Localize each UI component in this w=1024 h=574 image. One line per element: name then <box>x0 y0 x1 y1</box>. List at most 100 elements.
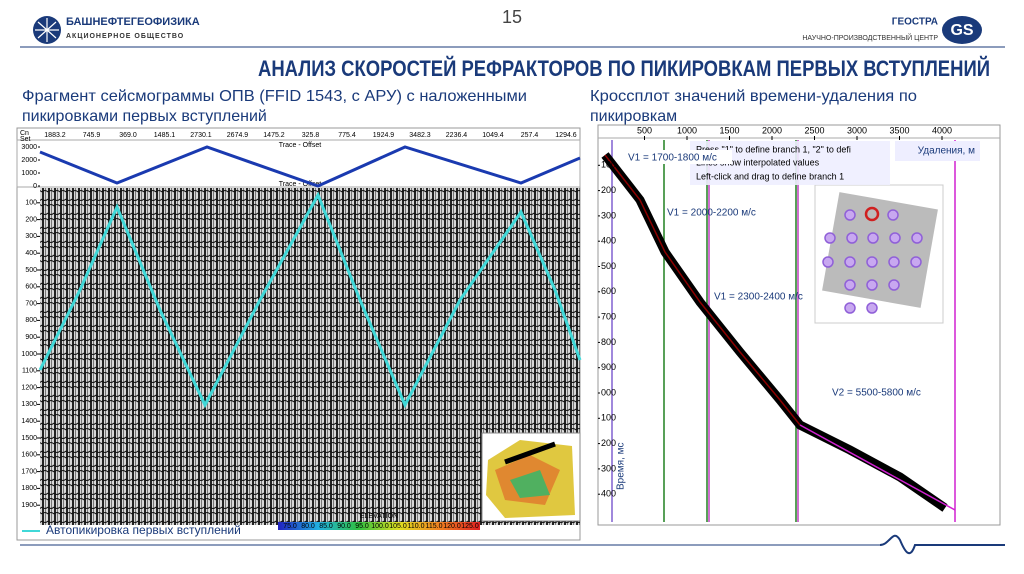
strip-label: Trace - Offset <box>279 181 321 188</box>
inset-map <box>481 432 581 522</box>
offset-label: 1475.2 <box>263 132 285 139</box>
offset-label: 1924.9 <box>373 132 395 139</box>
colorbar-tick-label: 100.0 <box>371 523 389 530</box>
colorbar <box>278 522 480 530</box>
hint: Press "1" to define branch 1, "2" to def… <box>696 144 851 154</box>
offset-tick-label: 0 <box>33 183 37 190</box>
x-tick-label: 4000 <box>932 125 952 135</box>
left-caption: пикировками первых вступлений <box>22 108 267 125</box>
offset-label: 775.4 <box>338 132 356 139</box>
left-logo: БАШНЕФТЕГЕОФИЗИКА АКЦИОНЕРНОЕ ОБЩЕСТВО <box>33 16 200 44</box>
legend-label: Автопикировка первых вступлений <box>46 523 241 537</box>
time-tick-label: 1300 <box>21 401 37 408</box>
left-caption: Фрагмент сейсмограммы ОПВ (FFID 1543, с … <box>22 88 527 105</box>
logo-mark: GS <box>950 22 973 39</box>
y-tick-label: 100 <box>601 160 616 170</box>
first-break-picks <box>38 191 582 409</box>
y-tick-label: 200 <box>601 438 616 448</box>
x-tick-label: 1000 <box>677 125 697 135</box>
colorbar-tick-label: 120.0 <box>443 523 461 530</box>
x-tick-label: 3500 <box>889 125 909 135</box>
slide-title: АНАЛИЗ СКОРОСТЕЙ РЕФРАКТОРОВ ПО ПИКИРОВК… <box>258 56 990 81</box>
colorbar-title: ELEVATION <box>360 513 398 520</box>
y-axis-label: Время, мс <box>616 442 627 490</box>
colorbar-tick-label: 80.0 <box>301 523 315 530</box>
annotation: V1 = 2300-2400 м/с <box>714 292 803 303</box>
corner-label: Set <box>20 136 31 143</box>
offset-label: 2236.4 <box>446 132 468 139</box>
colorbar-tick-label: 115.0 <box>426 523 443 530</box>
y-tick-label: 400 <box>601 489 616 499</box>
logo-subtitle: НАУЧНО-ПРОИЗВОДСТВЕННЫЙ ЦЕНТР <box>802 33 938 42</box>
offset-label: 1049.4 <box>482 132 504 139</box>
footer <box>20 534 1005 555</box>
time-tick-label: 1200 <box>21 384 37 391</box>
offset-label: 1294.6 <box>555 132 577 139</box>
offset-label: 745.9 <box>83 132 101 139</box>
time-tick-label: 400 <box>25 250 37 257</box>
offset-label: 1485.1 <box>154 132 176 139</box>
colorbar-tick-label: 125.0 <box>461 523 479 530</box>
x-tick-label: 2000 <box>762 125 782 135</box>
offset-label: 369.0 <box>119 132 137 139</box>
y-tick-label: 700 <box>601 311 616 321</box>
time-tick-label: 1900 <box>21 502 37 509</box>
time-tick-label: 1700 <box>21 468 37 475</box>
y-tick-label: 800 <box>601 337 616 347</box>
time-tick-label: 100 <box>25 200 37 207</box>
colorbar-tick-label: 85.0 <box>319 523 333 530</box>
time-tick-label: 900 <box>25 334 37 341</box>
x-axis-label: Удаления, м <box>918 146 975 157</box>
x-tick-label: 500 <box>637 125 652 135</box>
hint: Lines show interpolated values <box>696 157 820 167</box>
offset-label: 257.4 <box>521 132 539 139</box>
colorbar-tick-label: 75.0 <box>283 523 297 530</box>
offset-label: 2730.1 <box>190 132 212 139</box>
y-tick-label: 000 <box>601 387 616 397</box>
annotation: V2 = 5500-5800 м/с <box>832 388 921 399</box>
page-number: 15 <box>502 7 522 27</box>
y-tick-label: 900 <box>601 362 616 372</box>
offset-tick-label: 2000 <box>21 157 37 164</box>
colorbar-tick-label: 110.0 <box>408 523 425 530</box>
colorbar-tick-label: 105.0 <box>389 523 407 530</box>
y-tick-label: 100 <box>601 413 616 423</box>
time-tick-label: 1400 <box>21 418 37 425</box>
time-tick-label: 1100 <box>22 368 37 375</box>
time-tick-label: 700 <box>25 300 37 307</box>
y-tick-label: 500 <box>601 261 616 271</box>
offset-label: 325.8 <box>302 132 320 139</box>
offset-curve <box>39 145 581 188</box>
hint: Left-click and drag to define branch 1 <box>696 171 844 181</box>
right-caption: Кроссплот значений времени-удаления по <box>590 88 917 105</box>
logo-subtitle: АКЦИОНЕРНОЕ ОБЩЕСТВО <box>66 33 184 40</box>
offset-tick-label: 1000 <box>21 170 37 177</box>
y-tick-label: 300 <box>601 463 616 473</box>
x-tick-label: 3000 <box>847 125 867 135</box>
corner-label: Cn <box>20 130 29 137</box>
time-tick-label: 300 <box>25 233 37 240</box>
right-logo: ГЕОСТРА НАУЧНО-ПРОИЗВОДСТВЕННЫЙ ЦЕНТР GS <box>802 16 982 44</box>
annotation: V1 = 2000-2200 м/с <box>667 208 756 219</box>
offset-label: 2674.9 <box>227 132 249 139</box>
x-label-box <box>895 141 980 161</box>
colorbar-tick-label: 90.0 <box>337 523 351 530</box>
x-tick-label: 1500 <box>719 125 739 135</box>
logo-title: ГЕОСТРА <box>892 17 938 28</box>
colorbar-tick-label: 95.0 <box>355 523 369 530</box>
time-tick-label: 1600 <box>21 452 37 459</box>
time-tick-label: 1800 <box>21 485 37 492</box>
y-tick-label: 200 <box>601 185 616 195</box>
right-caption: пикировкам <box>590 108 677 125</box>
time-tick-label: 200 <box>25 216 37 223</box>
strip-label: Trace - Offset <box>279 142 321 149</box>
seismogram: Cn Set Trace - Offset Trace - Offset ELE… <box>16 127 582 541</box>
time-tick-label: 600 <box>25 284 37 291</box>
time-tick-label: 800 <box>25 317 37 324</box>
crossplot: Press "1" to define branch 1, "2" to def… <box>597 124 1001 526</box>
x-tick-label: 2500 <box>804 125 824 135</box>
offset-label: 1883.2 <box>44 132 66 139</box>
offset-tick-label: 3000 <box>21 144 37 151</box>
offset-label: 3482.3 <box>409 132 431 139</box>
